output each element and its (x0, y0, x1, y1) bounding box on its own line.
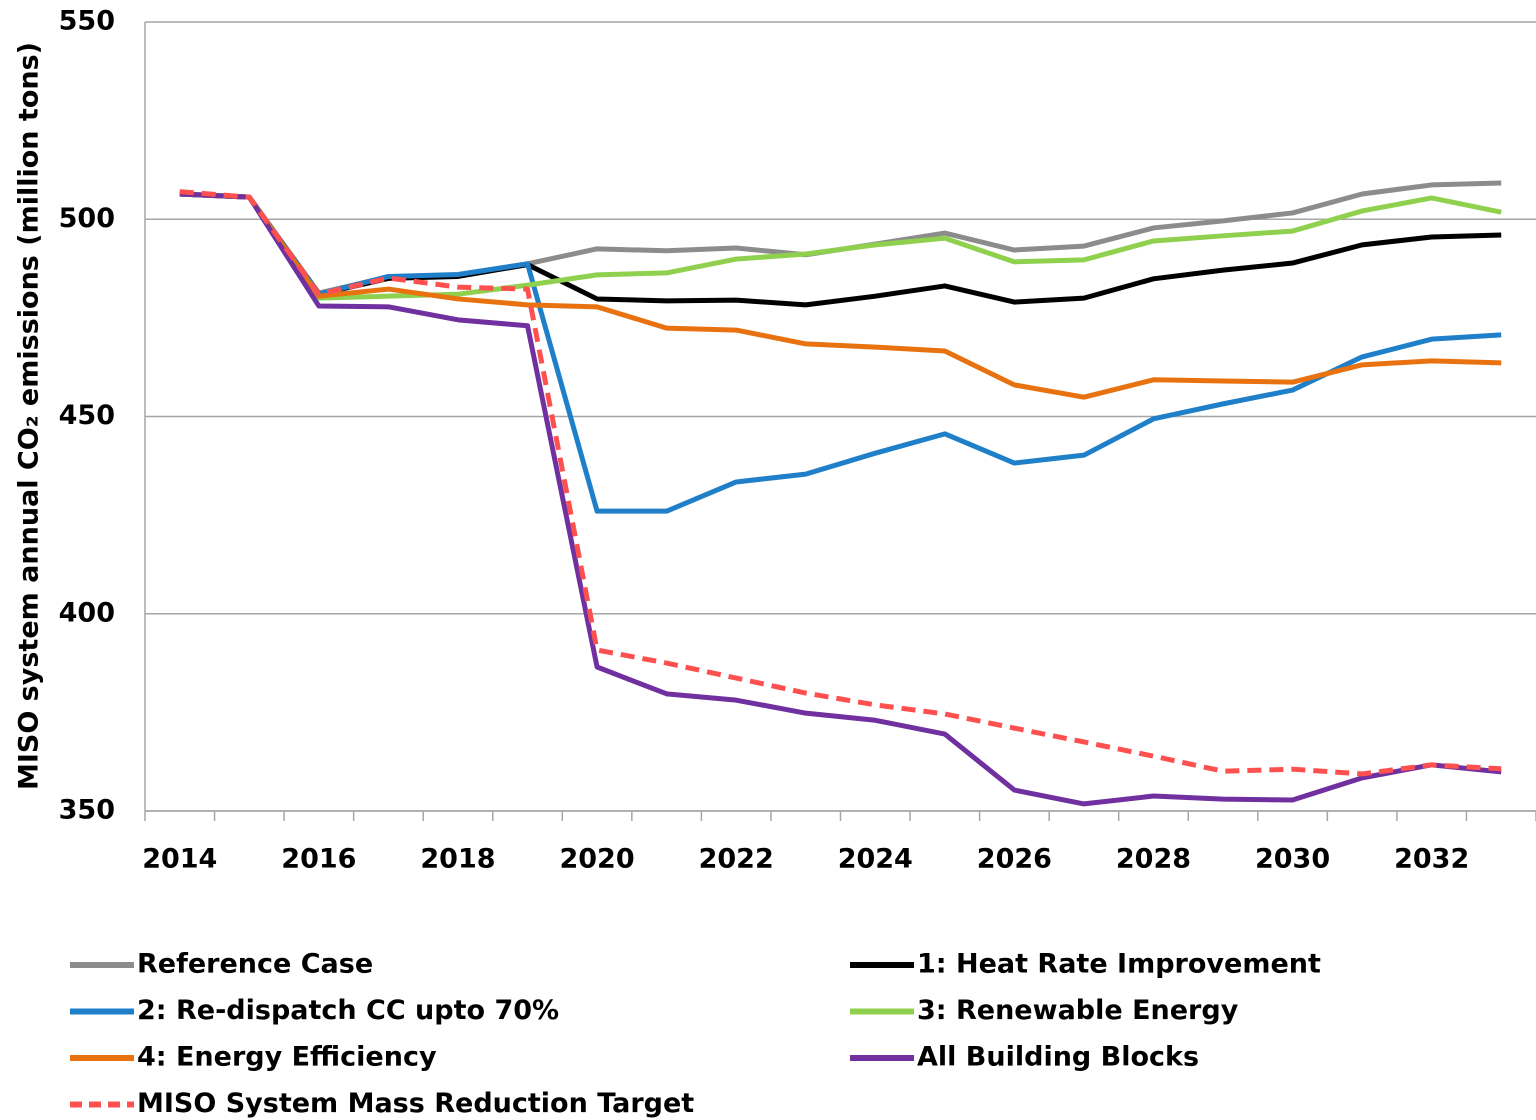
y-tick-label: 400 (59, 597, 115, 628)
x-tick-label: 2022 (699, 844, 774, 875)
x-tick-label: 2028 (1116, 844, 1191, 875)
legend-label: MISO System Mass Reduction Target (137, 1088, 694, 1119)
legend-label: 4: Energy Efficiency (137, 1042, 437, 1073)
legend-label: 2: Re-dispatch CC upto 70% (137, 995, 559, 1026)
x-tick-label: 2016 (281, 844, 356, 875)
x-tick-label: 2030 (1255, 844, 1330, 875)
x-tick-label: 2024 (838, 844, 913, 875)
y-tick-label: 550 (59, 6, 115, 37)
series-line (179, 191, 1502, 400)
series-line (179, 191, 1502, 301)
y-tick-label: 350 (59, 795, 115, 826)
legend-label: Reference Case (137, 949, 373, 980)
x-tick-label: 2018 (420, 844, 495, 875)
x-tick-label: 2014 (142, 844, 217, 875)
y-axis-label: MISO system annual CO₂ emissions (millio… (14, 42, 45, 790)
x-tick-label: 2020 (559, 844, 634, 875)
series-line (179, 180, 1502, 296)
y-tick-label: 450 (59, 400, 115, 431)
legend-label: All Building Blocks (917, 1042, 1199, 1073)
legend-label: 3: Renewable Energy (917, 995, 1239, 1026)
y-tick-label: 500 (59, 203, 115, 234)
x-tick-label: 2032 (1394, 844, 1469, 875)
series-line (179, 191, 1502, 807)
series-line (179, 189, 1502, 777)
x-tick-label: 2026 (977, 844, 1052, 875)
legend-label: 1: Heat Rate Improvement (917, 949, 1321, 980)
series-line (179, 191, 1502, 514)
